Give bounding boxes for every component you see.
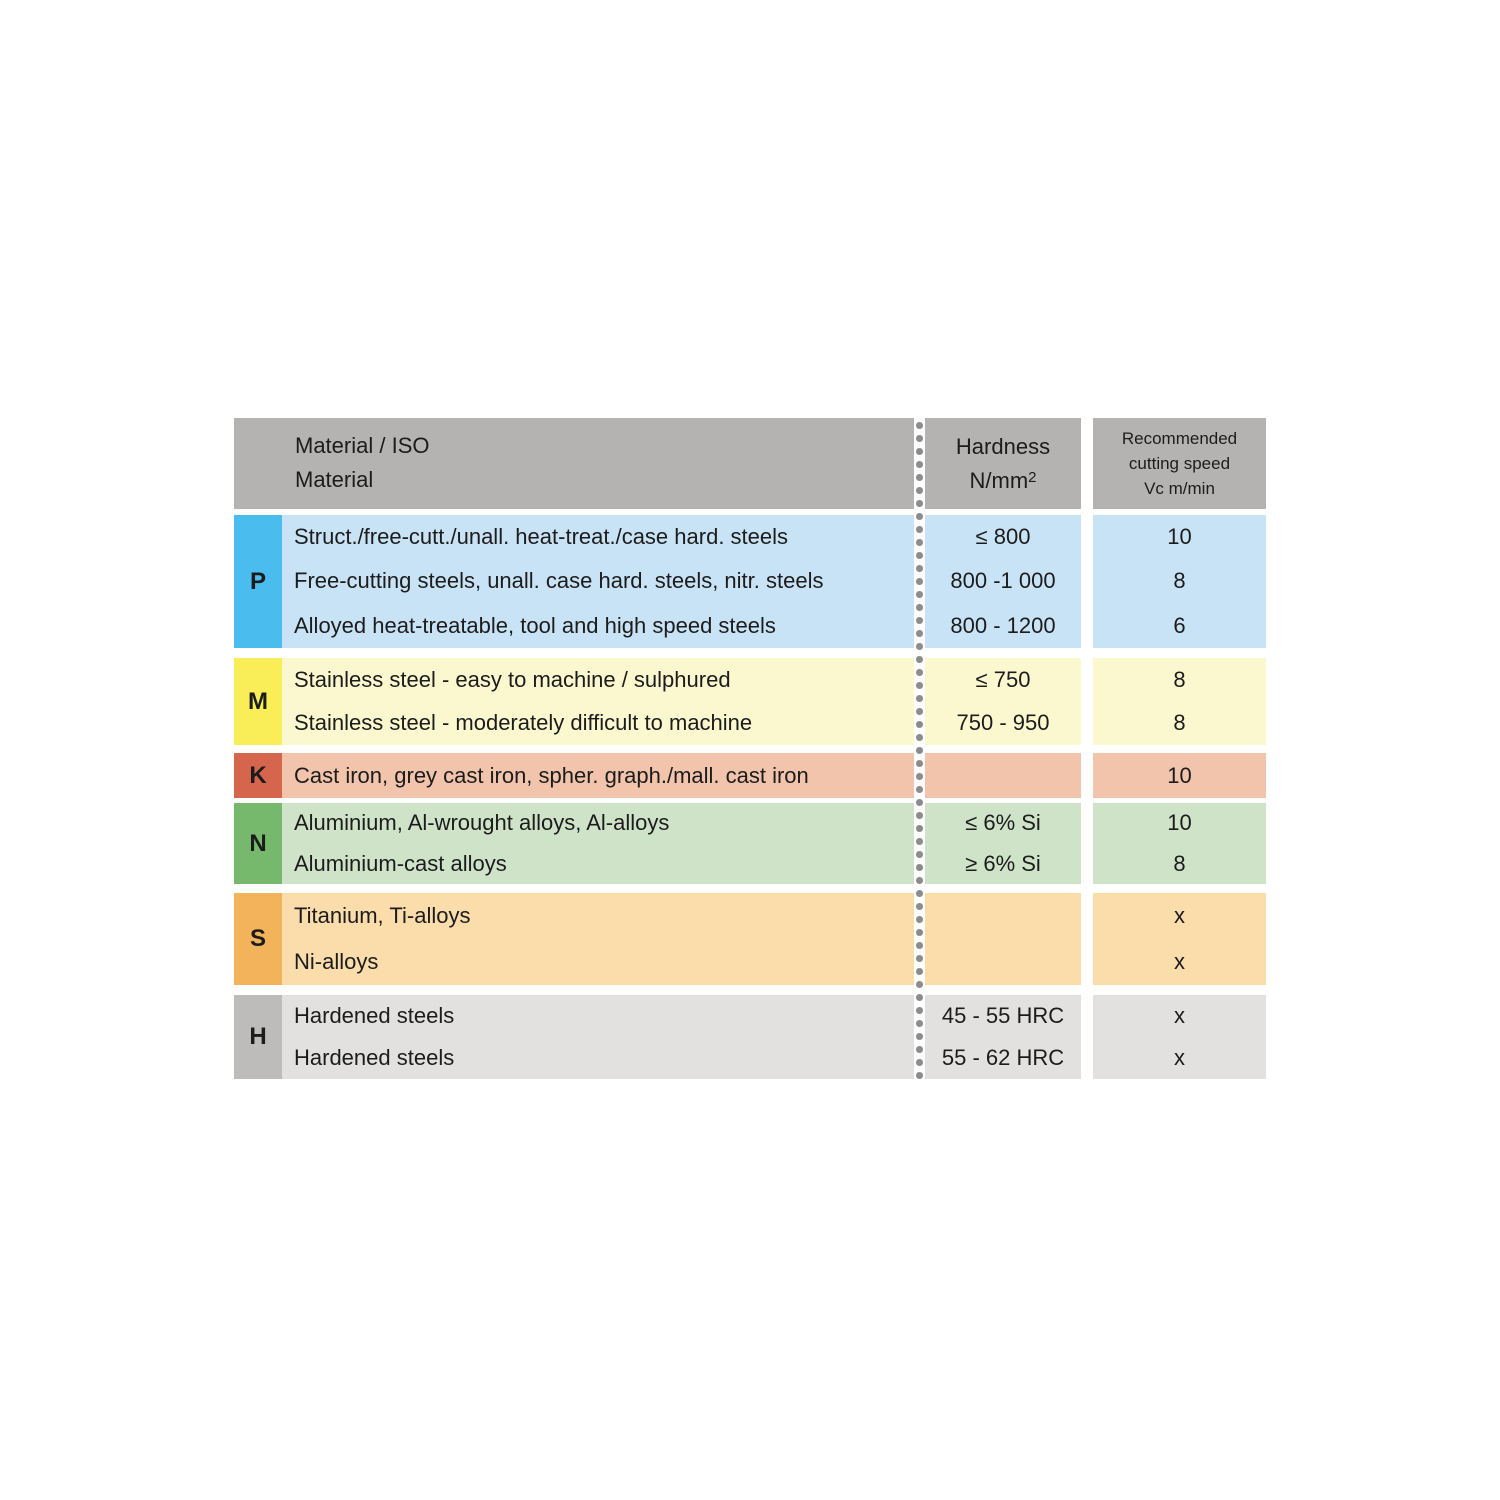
group-label-N: N — [234, 803, 282, 884]
speed-cell: 10 — [1093, 803, 1266, 844]
column-gap — [1081, 658, 1093, 702]
dotted-divider — [914, 418, 925, 1079]
speed-cell: 8 — [1093, 658, 1266, 702]
material-cell: Alloyed heat-treatable, tool and high sp… — [282, 603, 914, 648]
column-gap — [1081, 515, 1093, 559]
hardness-cell: ≤ 6% Si — [925, 803, 1081, 844]
column-gap — [1081, 604, 1093, 648]
column-gap — [1081, 702, 1093, 746]
speed-cell: 6 — [1093, 603, 1266, 648]
header-hardness-line1: Hardness — [955, 434, 1051, 459]
group-label-P: P — [234, 515, 282, 648]
speed-cell: x — [1093, 893, 1266, 939]
table-row: Titanium, Ti-alloys x — [282, 893, 1266, 939]
hardness-cell: ≤ 750 — [925, 658, 1081, 702]
group-label-H: H — [234, 995, 282, 1079]
header-speed-line1: Recommended — [1121, 429, 1238, 448]
speed-cell: x — [1093, 1037, 1266, 1079]
table-row: Cast iron, grey cast iron, spher. graph.… — [282, 753, 1266, 798]
column-gap — [1081, 893, 1093, 939]
group-K: K Cast iron, grey cast iron, spher. grap… — [234, 753, 1266, 798]
material-cell: Titanium, Ti-alloys — [282, 893, 914, 939]
speed-cell: x — [1093, 995, 1266, 1037]
column-gap — [1081, 844, 1093, 885]
header-speed-line2: cutting speed — [1128, 454, 1231, 473]
table-row: Stainless steel - easy to machine / sulp… — [282, 658, 1266, 702]
table-row: Aluminium, Al-wrought alloys, Al-alloys … — [282, 803, 1266, 844]
material-cell: Stainless steel - moderately difficult t… — [282, 701, 914, 745]
table-row: Ni-alloys x — [282, 939, 1266, 985]
table-row: Stainless steel - moderately difficult t… — [282, 701, 1266, 746]
column-gap — [1081, 753, 1093, 798]
material-cell: Stainless steel - easy to machine / sulp… — [282, 658, 914, 702]
header-material-line2: Material — [295, 467, 374, 492]
table-row: Alloyed heat-treatable, tool and high sp… — [282, 603, 1266, 648]
table-row: Free-cutting steels, unall. case hard. s… — [282, 559, 1266, 604]
header-speed-line3: Vc m/min — [1144, 479, 1215, 498]
column-gap — [1081, 803, 1093, 844]
column-gap — [1081, 559, 1093, 603]
hardness-cell: ≥ 6% Si — [925, 843, 1081, 884]
table-row: Hardened steels 55 - 62 HRC x — [282, 1037, 1266, 1079]
material-cell: Aluminium-cast alloys — [282, 843, 914, 884]
group-S: S Titanium, Ti-alloys x Ni-alloys x — [234, 893, 1266, 985]
group-P: P Struct./free-cutt./unall. heat-treat./… — [234, 515, 1266, 648]
material-cell: Hardened steels — [282, 995, 914, 1037]
speed-cell: 8 — [1093, 559, 1266, 604]
group-H: H Hardened steels 45 - 55 HRC x Hardened… — [234, 995, 1266, 1079]
header-hardness-line2: N/mm2 — [969, 468, 1037, 493]
header-speed-cell: Recommended cutting speed Vc m/min — [1093, 418, 1266, 509]
hardness-cell: 750 - 950 — [925, 701, 1081, 745]
hardness-cell: ≤ 800 — [925, 515, 1081, 560]
superscript: 2 — [1028, 469, 1037, 486]
hardness-cell — [925, 939, 1081, 985]
material-cell: Struct./free-cutt./unall. heat-treat./ca… — [282, 515, 914, 560]
table-row: Hardened steels 45 - 55 HRC x — [282, 995, 1266, 1037]
group-label-S: S — [234, 893, 282, 985]
hardness-cell: 800 - 1200 — [925, 603, 1081, 648]
speed-cell: 8 — [1093, 843, 1266, 884]
column-gap — [1081, 939, 1093, 985]
table-header: Material / ISO Material Hardness N/mm2 R… — [234, 418, 1266, 509]
material-cutting-speed-table: Material / ISO Material Hardness N/mm2 R… — [234, 418, 1266, 1079]
group-label-K: K — [234, 753, 282, 798]
speed-cell: 10 — [1093, 515, 1266, 560]
material-cell: Hardened steels — [282, 1037, 914, 1079]
speed-cell: x — [1093, 939, 1266, 985]
material-cell: Ni-alloys — [282, 939, 914, 985]
hardness-cell: 55 - 62 HRC — [925, 1037, 1081, 1079]
group-N: N Aluminium, Al-wrought alloys, Al-alloy… — [234, 803, 1266, 884]
group-label-M: M — [234, 658, 282, 745]
header-hardness-cell: Hardness N/mm2 — [925, 418, 1081, 509]
material-cell: Aluminium, Al-wrought alloys, Al-alloys — [282, 803, 914, 844]
column-gap — [1081, 1037, 1093, 1079]
table-row: Struct./free-cutt./unall. heat-treat./ca… — [282, 515, 1266, 560]
speed-cell: 8 — [1093, 701, 1266, 745]
material-cell: Free-cutting steels, unall. case hard. s… — [282, 559, 914, 604]
header-material-cell: Material / ISO Material — [234, 418, 914, 509]
hardness-cell: 800 -1 000 — [925, 559, 1081, 604]
material-cell: Cast iron, grey cast iron, spher. graph.… — [282, 753, 914, 798]
column-gap — [1081, 995, 1093, 1037]
hardness-cell: 45 - 55 HRC — [925, 995, 1081, 1037]
table-row: Aluminium-cast alloys ≥ 6% Si 8 — [282, 843, 1266, 885]
group-M: M Stainless steel - easy to machine / su… — [234, 658, 1266, 745]
column-gap — [1081, 418, 1093, 509]
header-material-line1: Material / ISO — [295, 433, 430, 458]
hardness-cell — [925, 893, 1081, 939]
hardness-cell — [925, 753, 1081, 798]
speed-cell: 10 — [1093, 753, 1266, 798]
